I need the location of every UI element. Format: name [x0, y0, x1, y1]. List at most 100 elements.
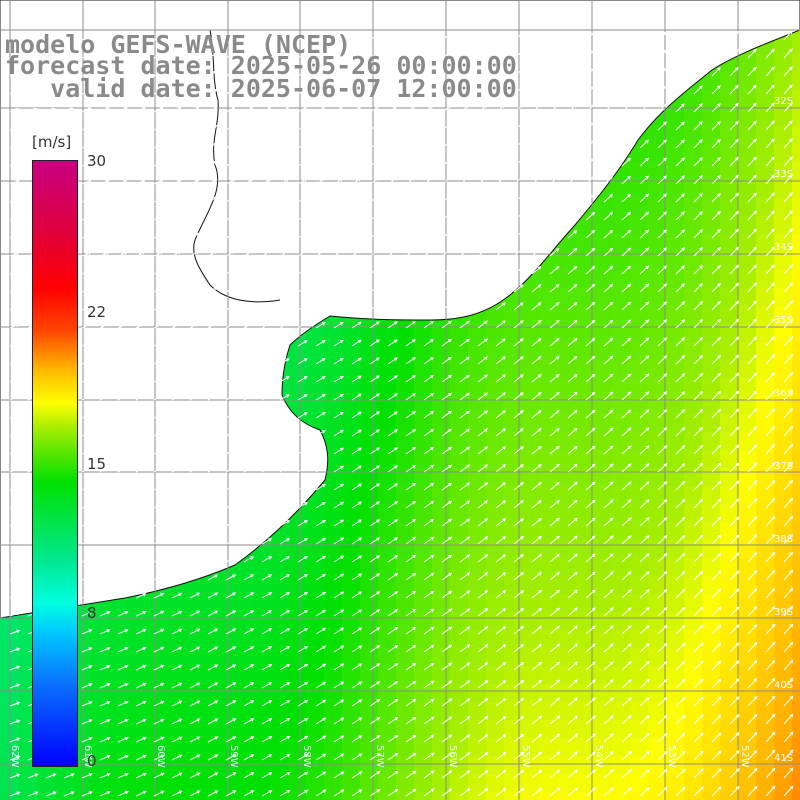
wind-vector: [477, 626, 489, 635]
wind-speed-cell: [486, 414, 505, 433]
wind-vector: [243, 610, 255, 617]
wind-vector: [441, 266, 452, 275]
wind-vector: [315, 609, 327, 617]
wind-vector: [189, 107, 200, 113]
wind-vector: [369, 87, 380, 95]
wind-vector: [225, 736, 237, 743]
wind-speed-cell: [90, 774, 109, 793]
wind-vector: [207, 556, 219, 563]
wind-speed-cell: [396, 774, 415, 793]
wind-speed-cell: [486, 648, 505, 667]
wind-vector: [153, 359, 165, 365]
wind-vector: [531, 266, 542, 275]
wind-vector: [171, 592, 183, 599]
wind-vector: [765, 174, 775, 185]
wind-vector: [405, 429, 417, 437]
wind-vector: [441, 392, 453, 401]
wind-vector: [639, 157, 649, 167]
wind-speed-cell: [792, 342, 800, 361]
wind-vector: [405, 195, 416, 203]
wind-vector: [549, 499, 560, 509]
wind-speed-cell: [648, 288, 667, 307]
wind-vector: [567, 715, 579, 725]
wind-vector: [243, 340, 254, 347]
wind-vector: [9, 251, 20, 257]
wind-vector: [531, 302, 542, 311]
wind-vector: [747, 246, 757, 257]
wind-speed-cell: [612, 468, 631, 487]
wind-speed-cell: [18, 774, 37, 793]
wind-vector: [153, 377, 165, 383]
wind-speed-cell: [198, 576, 217, 595]
wind-speed-cell: [630, 414, 649, 433]
wind-speed-cell: [792, 558, 800, 577]
wind-vector: [549, 427, 560, 437]
wind-speed-cell: [396, 414, 415, 433]
wind-vector: [81, 431, 93, 437]
wind-vector: [513, 769, 525, 779]
wind-vector: [27, 53, 38, 59]
wind-speed-cell: [612, 558, 631, 577]
wind-vector: [207, 89, 218, 95]
wind-vector: [387, 213, 398, 221]
wind-speed-cell: [630, 684, 649, 703]
wind-vector: [531, 158, 542, 167]
wind-vector: [711, 444, 722, 455]
wind-vector: [135, 395, 147, 401]
wind-speed-cell: [774, 234, 793, 253]
wind-speed-cell: [180, 630, 199, 649]
wind-speed-cell: [684, 450, 703, 469]
wind-vector: [567, 230, 578, 239]
wind-vector: [405, 626, 417, 635]
wind-speed-cell: [774, 630, 793, 649]
wind-speed-cell: [612, 396, 631, 415]
wind-vector: [531, 248, 542, 257]
wind-vector: [315, 214, 326, 221]
wind-vector: [369, 753, 381, 761]
wind-vector: [639, 139, 649, 149]
wind-speed-cell: [702, 792, 721, 800]
wind-vector: [531, 661, 543, 671]
wind-speed-cell: [324, 558, 343, 577]
wind-vector: [675, 121, 685, 131]
wind-vector: [225, 664, 237, 671]
wind-vector: [783, 264, 793, 275]
wind-speed-cell: [540, 468, 559, 487]
wind-vector: [333, 627, 345, 635]
wind-vector: [459, 428, 471, 437]
wind-speed-cell: [414, 684, 433, 703]
wind-speed-cell: [378, 594, 397, 613]
wind-vector: [423, 69, 434, 77]
wind-vector: [495, 302, 506, 311]
wind-vector: [603, 103, 614, 113]
wind-vector: [675, 750, 686, 761]
longitude-label: 57W: [374, 745, 385, 768]
wind-vector: [81, 701, 93, 707]
wind-vector: [171, 484, 183, 491]
wind-speed-cell: [792, 126, 800, 145]
wind-speed-cell: [288, 774, 307, 793]
wind-vector: [621, 643, 632, 653]
wind-speed-cell: [450, 774, 469, 793]
wind-vector: [549, 445, 560, 455]
wind-vector: [405, 572, 417, 581]
wind-speed-cell: [720, 234, 739, 253]
wind-speed-cell: [558, 342, 577, 361]
wind-speed-cell: [486, 342, 505, 361]
wind-vector: [729, 30, 739, 41]
wind-speed-cell: [144, 630, 163, 649]
wind-vector: [747, 695, 758, 707]
wind-speed-cell: [774, 144, 793, 163]
wind-vector: [657, 283, 668, 293]
wind-vector: [693, 534, 704, 545]
wind-speed-cell: [522, 702, 541, 721]
wind-speed-cell: [360, 630, 379, 649]
wind-speed-cell: [720, 288, 739, 307]
wind-vector: [531, 122, 542, 131]
wind-speed-cell: [486, 540, 505, 559]
wind-speed-cell: [414, 360, 433, 379]
wind-speed-cell: [576, 378, 595, 397]
wind-speed-cell: [576, 702, 595, 721]
wind-vector: [369, 69, 380, 77]
wind-speed-cell: [144, 738, 163, 757]
